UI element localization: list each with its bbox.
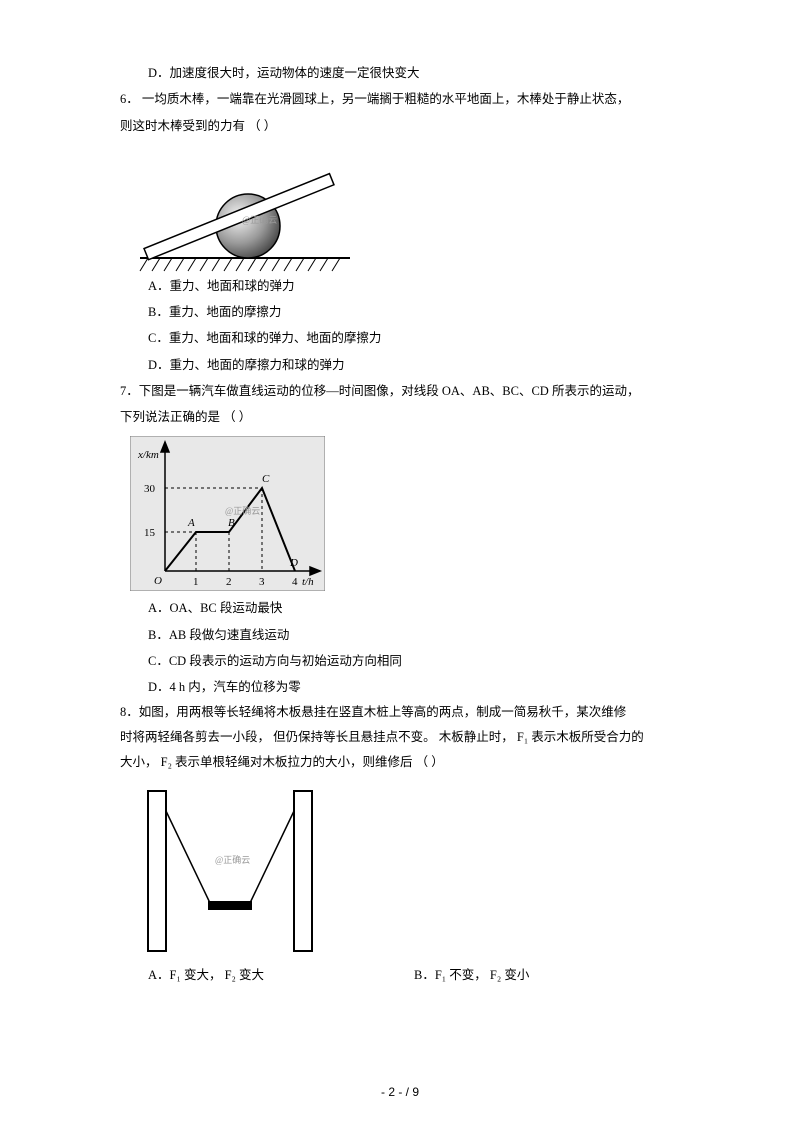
q8-stem1: 8．如图，用两根等长轻绳将木板悬挂在竖直木桩上等高的两点，制成一简易秋千，某次维… — [120, 700, 680, 725]
q7-optD: D．4 h 内，汽车的位移为零 — [120, 674, 680, 700]
q7-figure: x/km 15 30 1 2 3 4 t/h O A B C D @正 — [130, 436, 680, 591]
q6-figure: @正确云 — [130, 143, 680, 273]
q8-figure: @正确云 — [130, 783, 680, 958]
svg-text:A: A — [187, 517, 195, 529]
q7-optA: A．OA、BC 段运动最快 — [120, 595, 680, 621]
q6-optD: D．重力、地面的摩擦力和球的弹力 — [120, 352, 680, 378]
svg-text:4: 4 — [292, 576, 298, 588]
q7-optC: C．CD 段表示的运动方向与初始运动方向相同 — [120, 648, 680, 674]
q5-optD: D．加速度很大时，运动物体的速度一定很快变大 — [120, 60, 680, 86]
svg-text:x/km: x/km — [137, 449, 159, 461]
svg-text:B: B — [228, 517, 235, 529]
svg-text:2: 2 — [226, 576, 232, 588]
watermark: @正确云 — [225, 505, 260, 516]
q6-optA: A．重力、地面和球的弹力 — [120, 273, 680, 299]
q8-optA: A．F₁ 变大， F₂ 变大 — [148, 962, 414, 988]
page-footer: - 2 - / 9 — [0, 1080, 800, 1105]
svg-text:1: 1 — [193, 576, 199, 588]
svg-text:C: C — [262, 473, 270, 485]
svg-text:O: O — [154, 575, 162, 587]
watermark: @正确云 — [215, 854, 250, 865]
q8-optB: B．F₁ 不变， F₂ 变小 — [414, 962, 680, 988]
q8-stem2: 时将两轻绳各剪去一小段， 但仍保持等长且悬挂点不变。 木板静止时， F₁ 表示木… — [120, 725, 680, 750]
svg-text:3: 3 — [259, 576, 265, 588]
svg-text:t/h: t/h — [302, 576, 314, 588]
q6-optB: B．重力、地面的摩擦力 — [120, 299, 680, 325]
q6-stem1: 6． 一均质木棒，一端靠在光滑圆球上，另一端搁于粗糙的水平地面上，木棒处于静止状… — [120, 86, 680, 112]
q7-optB: B．AB 段做匀速直线运动 — [120, 622, 680, 648]
svg-text:D: D — [289, 557, 298, 569]
svg-text:15: 15 — [144, 527, 156, 539]
q7-stem1: 7．下图是一辆汽车做直线运动的位移—时间图像，对线段 OA、AB、BC、CD 所… — [120, 378, 680, 404]
watermark: @正确云 — [242, 214, 277, 225]
q7-stem2: 下列说法正确的是 （ ） — [120, 404, 680, 430]
svg-text:30: 30 — [144, 483, 156, 495]
q6-optC: C．重力、地面和球的弹力、地面的摩擦力 — [120, 325, 680, 351]
q6-stem2: 则这时木棒受到的力有 （ ） — [120, 113, 680, 139]
q8-stem3: 大小， F₂ 表示单根轻绳对木板拉力的大小，则维修后 （ ） — [120, 750, 680, 775]
